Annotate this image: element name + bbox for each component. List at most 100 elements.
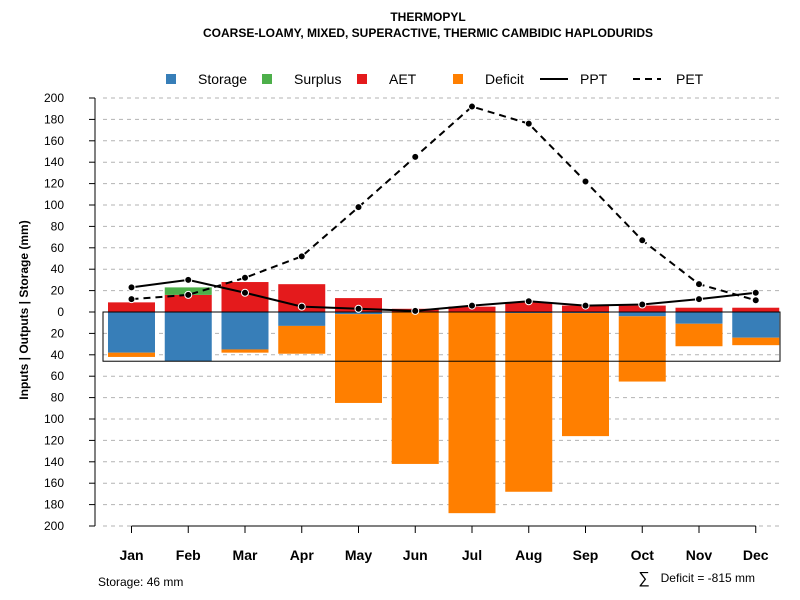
x-tick-label: Aug [515, 547, 542, 563]
y-tick-label: 100 [44, 412, 64, 426]
y-tick-label: 60 [51, 369, 65, 383]
storage-bar [164, 312, 212, 362]
ppt-point [751, 288, 760, 297]
aet-bar [505, 302, 553, 312]
y-tick-label: 160 [44, 134, 64, 148]
storage-bar [335, 312, 382, 315]
deficit-bar [562, 313, 609, 437]
y-axis-label: Inputs | Outputs | Storage (mm) [17, 220, 31, 399]
ppt-point [638, 300, 647, 309]
storage-footnote: Storage: 46 mm [98, 575, 183, 589]
x-tick-label: Apr [290, 547, 315, 563]
y-tick-label: 20 [51, 284, 65, 298]
legend-swatch-aet [357, 74, 367, 84]
legend-label-ppt: PPT [580, 71, 608, 87]
pet-point [581, 177, 590, 186]
y-tick-label: 140 [44, 455, 64, 469]
deficit-footnote: Deficit = -815 mm [661, 571, 755, 585]
ppt-point [297, 302, 306, 311]
deficit-bar [732, 337, 780, 346]
storage-bar [618, 312, 666, 317]
deficit-symbol: ∑ [638, 570, 649, 587]
deficit-bar [108, 352, 155, 357]
deficit-bar [221, 349, 269, 353]
grid-lines [103, 97, 780, 527]
storage-frame [102, 311, 781, 362]
y-tick-label: 0 [57, 305, 64, 319]
series-lines [127, 102, 760, 315]
legend-swatch-deficit [453, 74, 463, 84]
storage-bar [505, 312, 553, 314]
pet-point [127, 295, 136, 304]
x-axis: Jan Feb Mar Apr May Jun Jul Aug Sep Oct Nov Dec [119, 525, 769, 563]
legend: Storage Surplus AET Deficit PPT PET [166, 71, 704, 87]
deficit-bar [675, 323, 723, 347]
x-tick-label: Nov [686, 547, 713, 563]
chart-title: THERMOPYL [390, 10, 465, 24]
aet-bar [732, 307, 780, 312]
deficit-bar [278, 325, 326, 354]
ppt-point [184, 275, 193, 284]
x-tick-label: Sep [573, 547, 599, 563]
pet-point [524, 119, 533, 128]
storage-bar [108, 312, 155, 353]
legend-label-storage: Storage [198, 71, 247, 87]
storage-bar [562, 312, 609, 314]
pet-point [184, 290, 193, 299]
pet-point [411, 152, 420, 161]
pet-point [297, 252, 306, 261]
y-axis: 2001801601401201008060402002040608010012… [44, 91, 96, 533]
ppt-line [131, 278, 756, 312]
ppt-point [695, 295, 703, 304]
storage-capacity-box [102, 311, 781, 362]
y-tick-label: 140 [44, 155, 64, 169]
y-tick-label: 200 [44, 91, 64, 105]
storage-bar [278, 312, 326, 326]
ppt-point [581, 301, 590, 310]
deficit-bar [618, 316, 666, 382]
deficit-bar [391, 312, 439, 464]
legend-label-surplus: Surplus [294, 71, 341, 87]
y-tick-label: 60 [51, 241, 65, 255]
pet-point [695, 280, 703, 289]
legend-swatch-storage [166, 74, 176, 84]
ppt-point [127, 283, 136, 292]
ppt-point [411, 306, 420, 315]
deficit-bar [335, 314, 382, 403]
y-tick-label: 200 [44, 519, 64, 533]
x-tick-label: Feb [176, 547, 201, 563]
y-tick-label: 100 [44, 198, 64, 212]
legend-swatch-surplus [262, 74, 272, 84]
legend-label-deficit: Deficit [485, 71, 524, 87]
y-tick-label: 40 [51, 262, 65, 276]
pet-point [468, 102, 476, 111]
ppt-point [354, 304, 363, 313]
x-tick-label: Mar [233, 547, 258, 563]
x-tick-label: Dec [743, 547, 769, 563]
deficit-bar [448, 312, 496, 514]
aet-bar [675, 307, 723, 312]
pet-point [241, 273, 249, 282]
storage-bar [732, 312, 780, 338]
y-tick-label: 120 [44, 177, 64, 191]
x-tick-label: Jun [403, 547, 428, 563]
x-tick-label: Jan [119, 547, 143, 563]
chart-subtitle: COARSE-LOAMY, MIXED, SUPERACTIVE, THERMI… [203, 26, 653, 40]
ppt-point [524, 297, 533, 306]
x-tick-label: Jul [462, 547, 482, 563]
legend-label-pet: PET [676, 71, 704, 87]
y-tick-label: 20 [51, 326, 65, 340]
ppt-point [241, 288, 249, 297]
legend-label-aet: AET [389, 71, 417, 87]
aet-bar [108, 302, 155, 312]
y-tick-label: 180 [44, 498, 64, 512]
aet-bar [164, 294, 212, 312]
y-tick-label: 80 [51, 219, 65, 233]
x-tick-label: May [345, 547, 372, 563]
ppt-point [468, 301, 476, 310]
deficit-bar [505, 313, 553, 492]
y-tick-label: 80 [51, 391, 65, 405]
pet-line [131, 105, 757, 302]
x-tick-label: Oct [631, 547, 655, 563]
